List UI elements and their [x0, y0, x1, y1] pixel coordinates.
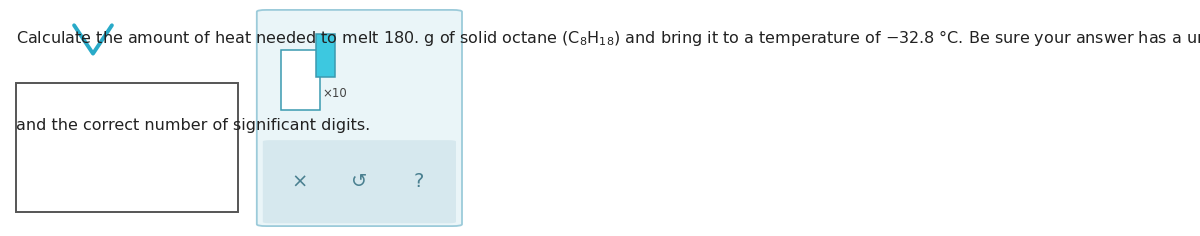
Text: ↺: ↺: [352, 172, 367, 191]
Text: ?: ?: [414, 172, 424, 191]
FancyBboxPatch shape: [24, 108, 36, 192]
Text: Calculate the amount of heat needed to melt 180. g of solid octane (C$_8$H$_{18}: Calculate the amount of heat needed to m…: [16, 28, 1200, 48]
Text: and the correct number of significant digits.: and the correct number of significant di…: [16, 118, 370, 133]
Text: ×10: ×10: [323, 87, 348, 100]
Text: ×: ×: [292, 172, 308, 191]
